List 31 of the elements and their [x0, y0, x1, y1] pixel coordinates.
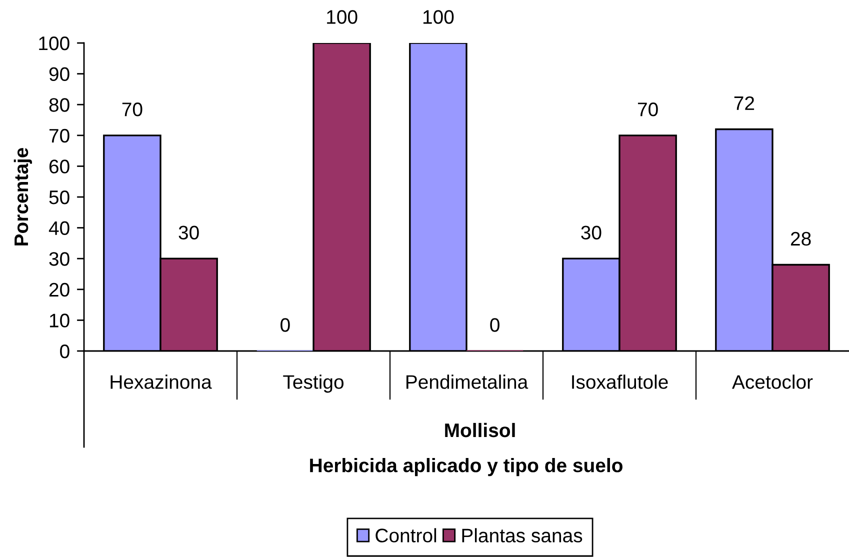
data-label: 30	[581, 226, 602, 240]
y-tick-label: 70	[49, 128, 70, 143]
data-label: 100	[327, 10, 358, 24]
x-tick-label: Pendimetalina	[406, 374, 528, 389]
y-tick-label: 10	[50, 314, 70, 328]
x-tick-label: Acetoclor	[732, 374, 813, 389]
data-label: 0	[490, 318, 500, 332]
data-label: 30	[178, 226, 199, 240]
y-tick-label: 50	[49, 190, 70, 204]
y-tick-label: 20	[49, 282, 70, 297]
data-label: 100	[423, 10, 454, 24]
x-tick-label: Hexazinona	[110, 374, 212, 389]
x-axis-title: Herbicida aplicado y tipo de suelo	[310, 458, 622, 476]
y-tick-label: 90	[49, 67, 70, 82]
text: Mollisol	[445, 422, 515, 438]
data-label: 70	[122, 102, 142, 116]
x-tick-label: Isoxaflutole	[572, 374, 668, 389]
y-tick-label: 0	[60, 344, 70, 358]
data-label: 70	[638, 102, 658, 116]
data-label: 72	[734, 96, 754, 110]
data-label: 0	[280, 318, 290, 332]
y-axis-title: Porcentaje	[14, 148, 32, 246]
y-tick-label: 40	[48, 221, 70, 236]
y-tick-label: 60	[49, 160, 70, 174]
data-label: 28	[790, 232, 811, 246]
legend-label: Control	[376, 528, 436, 542]
legend-label: Plantas sanas	[462, 528, 582, 542]
x-tick-label: Testigo	[283, 374, 344, 393]
y-tick-label: 80	[49, 98, 70, 112]
y-tick-label: 100	[39, 36, 70, 50]
y-tick-label: 30	[49, 252, 70, 266]
